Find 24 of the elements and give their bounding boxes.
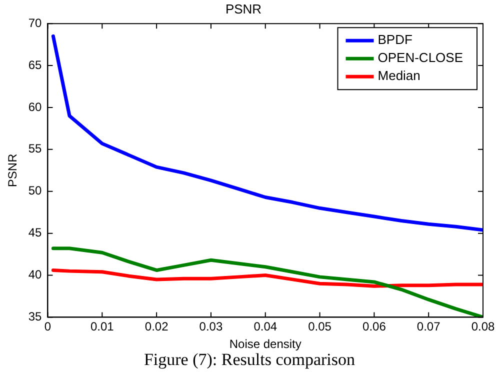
y-tick-label: 55 bbox=[28, 142, 42, 156]
legend-label: OPEN-CLOSE bbox=[378, 50, 464, 66]
y-tick-label: 40 bbox=[28, 268, 42, 282]
x-tick-label: 0.02 bbox=[144, 320, 169, 334]
x-tick-label: 0 bbox=[44, 320, 52, 334]
x-tick-label: 0.04 bbox=[254, 320, 278, 334]
y-tick-label: 35 bbox=[28, 310, 42, 324]
y-axis-title: PSNR bbox=[6, 153, 20, 188]
x-tick-label: 0.07 bbox=[416, 320, 441, 334]
x-tick-label: 0.01 bbox=[90, 320, 114, 334]
x-tick-label: 0.08 bbox=[471, 320, 495, 334]
y-tick-label: 65 bbox=[28, 58, 42, 72]
y-tick-label: 60 bbox=[28, 100, 42, 114]
chart-title: PSNR bbox=[225, 1, 262, 16]
x-tick-label: 0.05 bbox=[308, 320, 332, 334]
y-tick-label: 50 bbox=[28, 184, 42, 198]
y-tick-label: 45 bbox=[28, 226, 42, 240]
x-axis-title: Noise density bbox=[229, 337, 302, 352]
y-tick-label: 70 bbox=[28, 16, 42, 30]
legend-label: BPDF bbox=[378, 32, 412, 48]
legend-label: Median bbox=[378, 68, 420, 84]
text: Figure (7): Results comparison bbox=[142, 350, 356, 370]
x-tick-label: 0.03 bbox=[199, 320, 223, 334]
x-tick-label: 0.06 bbox=[362, 320, 386, 334]
